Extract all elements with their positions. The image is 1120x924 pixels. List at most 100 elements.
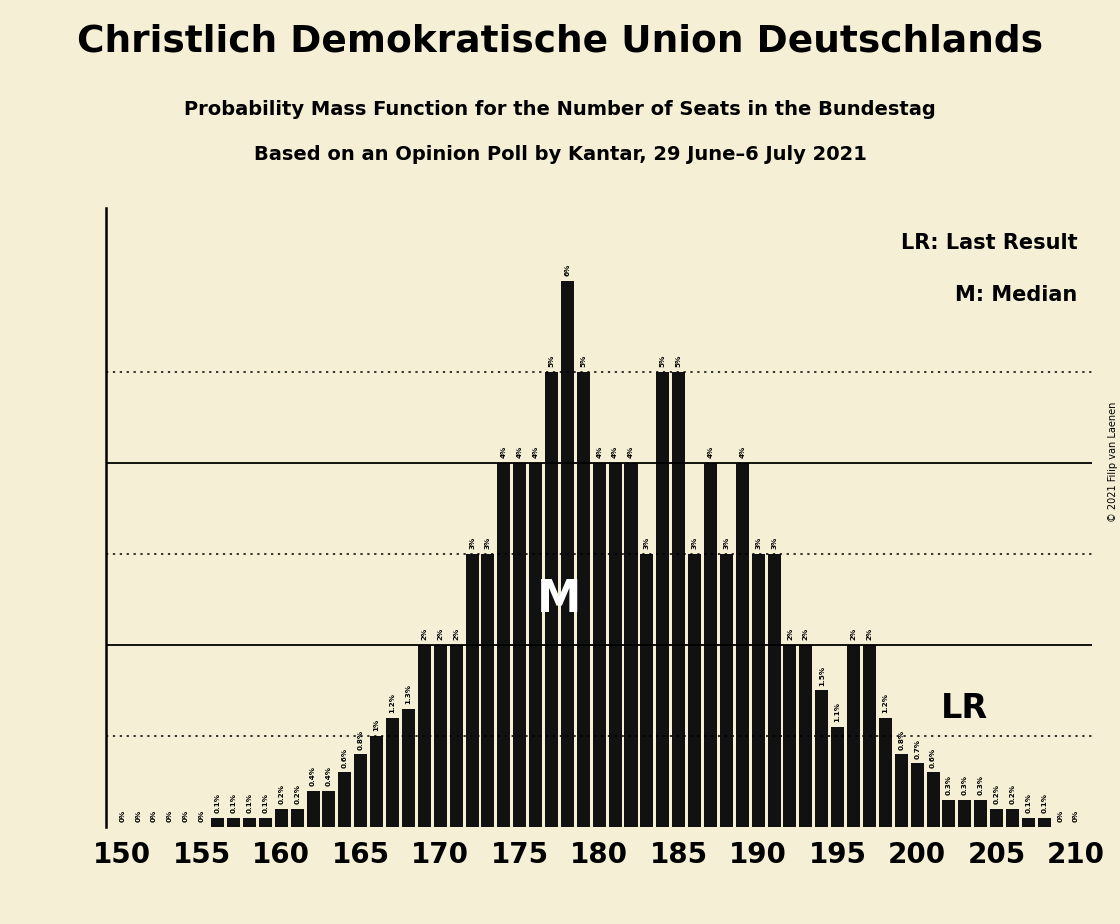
Bar — [800, 645, 812, 827]
Bar — [529, 463, 542, 827]
Bar — [815, 690, 829, 827]
Bar — [1021, 818, 1035, 827]
Text: 3%: 3% — [691, 537, 698, 549]
Text: 3%: 3% — [644, 537, 650, 549]
Text: 2%: 2% — [867, 628, 872, 640]
Bar — [704, 463, 717, 827]
Text: 4%: 4% — [739, 446, 745, 458]
Bar — [942, 799, 955, 827]
Bar — [831, 727, 844, 827]
Text: 0%: 0% — [120, 810, 125, 822]
Bar — [274, 808, 288, 827]
Text: 3%: 3% — [724, 537, 729, 549]
Text: 4%: 4% — [628, 446, 634, 458]
Text: 0.1%: 0.1% — [246, 794, 252, 813]
Text: 5%: 5% — [660, 355, 665, 367]
Bar — [625, 463, 637, 827]
Text: 0%: 0% — [167, 810, 172, 822]
Bar — [879, 718, 892, 827]
Text: 0%: 0% — [198, 810, 205, 822]
Bar — [449, 645, 463, 827]
Text: © 2021 Filip van Laenen: © 2021 Filip van Laenen — [1108, 402, 1118, 522]
Text: 0.8%: 0.8% — [898, 729, 904, 749]
Bar — [736, 463, 749, 827]
Bar — [402, 709, 414, 827]
Text: 2%: 2% — [803, 628, 809, 640]
Text: 0.3%: 0.3% — [978, 775, 983, 796]
Text: 3%: 3% — [469, 537, 475, 549]
Text: 0%: 0% — [183, 810, 189, 822]
Text: 2%: 2% — [454, 628, 459, 640]
Bar — [323, 791, 336, 827]
Bar — [354, 754, 367, 827]
Text: 0%: 0% — [151, 810, 157, 822]
Text: Christlich Demokratische Union Deutschlands: Christlich Demokratische Union Deutschla… — [77, 23, 1043, 59]
Text: 4%: 4% — [596, 446, 603, 458]
Text: 3%: 3% — [755, 537, 762, 549]
Bar — [1006, 808, 1019, 827]
Bar — [338, 772, 352, 827]
Bar — [752, 553, 765, 827]
Text: 4%: 4% — [516, 446, 523, 458]
Text: 0%: 0% — [1073, 810, 1079, 822]
Text: 1.3%: 1.3% — [405, 684, 411, 704]
Bar — [767, 553, 781, 827]
Text: 0.2%: 0.2% — [295, 784, 300, 804]
Text: 0.1%: 0.1% — [262, 794, 269, 813]
Text: M: Median: M: Median — [955, 286, 1077, 305]
Text: 1.2%: 1.2% — [390, 693, 395, 713]
Text: 1.5%: 1.5% — [819, 665, 824, 686]
Bar — [577, 371, 590, 827]
Text: 0.3%: 0.3% — [946, 775, 952, 796]
Text: 1%: 1% — [374, 719, 380, 732]
Text: 0%: 0% — [1057, 810, 1063, 822]
Text: 0.4%: 0.4% — [310, 766, 316, 786]
Text: Based on an Opinion Poll by Kantar, 29 June–6 July 2021: Based on an Opinion Poll by Kantar, 29 J… — [253, 145, 867, 164]
Bar — [847, 645, 860, 827]
Text: 0.8%: 0.8% — [357, 729, 364, 749]
Text: 3%: 3% — [485, 537, 491, 549]
Text: 0.1%: 0.1% — [231, 794, 236, 813]
Text: 2%: 2% — [787, 628, 793, 640]
Text: 0.1%: 0.1% — [1026, 794, 1032, 813]
Bar — [307, 791, 319, 827]
Bar — [688, 553, 701, 827]
Text: 0.7%: 0.7% — [914, 738, 921, 759]
Bar — [641, 553, 653, 827]
Bar — [895, 754, 907, 827]
Text: LR: Last Result: LR: Last Result — [900, 233, 1077, 252]
Bar — [433, 645, 447, 827]
Bar — [259, 818, 272, 827]
Text: 0.2%: 0.2% — [1009, 784, 1016, 804]
Text: 1.2%: 1.2% — [883, 693, 888, 713]
Bar — [959, 799, 971, 827]
Text: LR: LR — [941, 692, 988, 725]
Text: 5%: 5% — [580, 355, 586, 367]
Bar — [466, 553, 478, 827]
Bar — [291, 808, 304, 827]
Text: 0.6%: 0.6% — [342, 748, 348, 768]
Bar — [418, 645, 431, 827]
Bar — [386, 718, 399, 827]
Text: 0.1%: 0.1% — [215, 794, 221, 813]
Text: 2%: 2% — [850, 628, 857, 640]
Bar — [370, 736, 383, 827]
Bar — [513, 463, 526, 827]
Text: 4%: 4% — [708, 446, 713, 458]
Text: 0%: 0% — [136, 810, 141, 822]
Text: 0.1%: 0.1% — [1042, 794, 1047, 813]
Text: 2%: 2% — [421, 628, 428, 640]
Bar — [990, 808, 1004, 827]
Text: 0.2%: 0.2% — [278, 784, 284, 804]
Text: Probability Mass Function for the Number of Seats in the Bundestag: Probability Mass Function for the Number… — [184, 100, 936, 119]
Bar — [720, 553, 732, 827]
Bar — [784, 645, 796, 827]
Text: M: M — [538, 578, 581, 621]
Text: 4%: 4% — [613, 446, 618, 458]
Text: 0.4%: 0.4% — [326, 766, 332, 786]
Bar — [243, 818, 256, 827]
Text: 4%: 4% — [533, 446, 539, 458]
Bar — [592, 463, 606, 827]
Bar — [608, 463, 622, 827]
Bar — [482, 553, 494, 827]
